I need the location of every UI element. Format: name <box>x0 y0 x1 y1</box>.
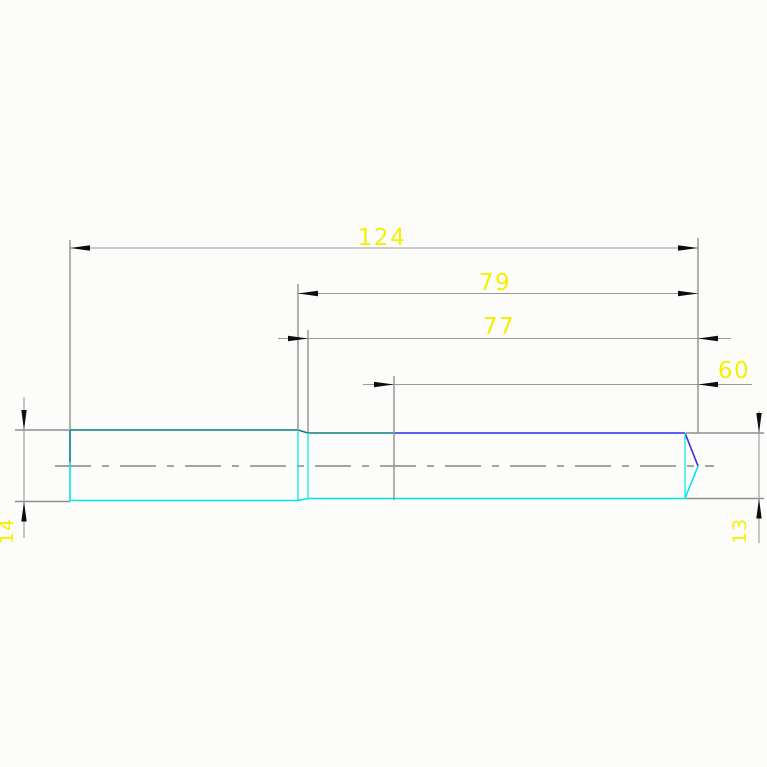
dim-79-label: 79 <box>479 270 511 296</box>
part-chamfer-bottom <box>297 497 309 502</box>
dim-60-group[interactable]: 60 <box>363 358 752 388</box>
dim-14-arrow-bottom <box>21 501 27 522</box>
dim-60-arrow-left <box>374 381 394 388</box>
part-group[interactable] <box>55 429 714 502</box>
dim-79-arrow-left <box>298 290 318 297</box>
dim-14-label: 14 <box>0 518 18 544</box>
dim-124-arrow-left <box>70 245 90 251</box>
dim-77-arrow-left <box>288 335 308 342</box>
dim-13-arrow-top <box>756 413 762 433</box>
dim-124-arrow-right <box>678 245 698 251</box>
dim-124-label: 124 <box>358 225 406 251</box>
dim-60-arrow-right <box>698 381 718 388</box>
dim-13-label: 13 <box>729 518 751 544</box>
dim-14-arrow-top <box>21 410 27 430</box>
part-chamfer-top <box>297 429 309 434</box>
dim-14-group[interactable]: 14 <box>0 397 70 544</box>
dim-13-arrow-bottom <box>756 498 762 519</box>
dim-77-arrow-right <box>698 335 718 342</box>
dim-79-group[interactable]: 79 <box>298 270 698 297</box>
dim-77-group[interactable]: 77 <box>278 314 731 342</box>
part-cone-top-edge <box>684 432 699 467</box>
dim-60-label: 60 <box>718 358 750 384</box>
dim-13-group[interactable]: 13 <box>686 411 764 544</box>
part-cone-bottom-edge <box>684 465 699 499</box>
dim-77-label: 77 <box>483 314 515 340</box>
dim-79-arrow-right <box>678 290 698 297</box>
dim-124-group[interactable]: 124 <box>70 225 698 251</box>
extension-lines-group[interactable] <box>69 238 699 500</box>
